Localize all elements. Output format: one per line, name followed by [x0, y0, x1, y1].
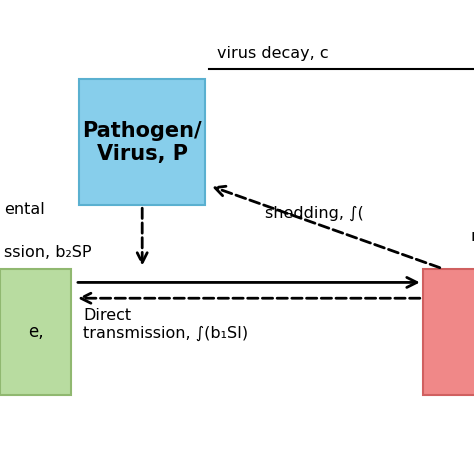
Text: ssion, b₂SP: ssion, b₂SP [4, 245, 91, 260]
Text: re: re [470, 229, 474, 245]
FancyBboxPatch shape [0, 269, 71, 395]
Text: Direct
transmission, ∫(b₁SI): Direct transmission, ∫(b₁SI) [83, 308, 248, 341]
Text: e,: e, [28, 323, 43, 341]
FancyBboxPatch shape [423, 269, 474, 395]
Text: shedding, ∫(: shedding, ∫( [264, 206, 364, 221]
FancyBboxPatch shape [79, 79, 205, 205]
Text: ental: ental [4, 202, 45, 217]
Text: Pathogen/
Virus, P: Pathogen/ Virus, P [82, 120, 202, 164]
Text: virus decay, c: virus decay, c [217, 46, 329, 61]
